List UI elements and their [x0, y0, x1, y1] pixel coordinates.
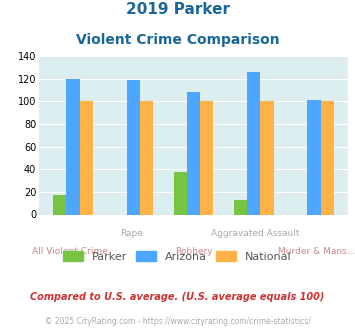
Text: All Violent Crime: All Violent Crime: [32, 248, 108, 256]
Bar: [260, 101, 274, 214]
Bar: [127, 80, 140, 214]
Bar: [321, 101, 334, 214]
Text: Compared to U.S. average. (U.S. average equals 100): Compared to U.S. average. (U.S. average …: [30, 292, 325, 302]
Bar: [247, 72, 260, 215]
Bar: [307, 100, 321, 214]
Bar: [140, 101, 153, 214]
Bar: [234, 200, 247, 215]
Text: Rape: Rape: [120, 229, 143, 238]
Text: © 2025 CityRating.com - https://www.cityrating.com/crime-statistics/: © 2025 CityRating.com - https://www.city…: [45, 317, 310, 326]
Text: Murder & Mans...: Murder & Mans...: [278, 248, 355, 256]
Bar: [53, 195, 66, 214]
Bar: [80, 101, 93, 214]
Bar: [174, 172, 187, 214]
Text: Violent Crime Comparison: Violent Crime Comparison: [76, 33, 279, 47]
Text: 2019 Parker: 2019 Parker: [126, 2, 229, 16]
Legend: Parker, Arizona, National: Parker, Arizona, National: [59, 247, 296, 267]
Text: Aggravated Assault: Aggravated Assault: [211, 229, 300, 238]
Bar: [66, 79, 80, 214]
Bar: [187, 92, 200, 214]
Bar: [200, 101, 213, 214]
Text: Robbery: Robbery: [175, 248, 212, 256]
